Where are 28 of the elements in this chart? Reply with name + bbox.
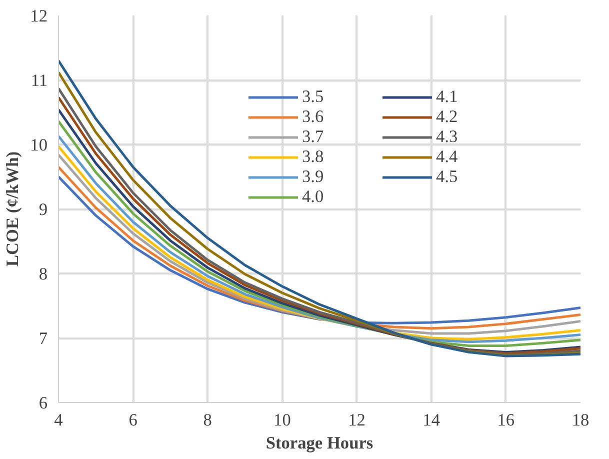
x-axis-title: Storage Hours: [266, 434, 374, 452]
y-tick-label: 12: [30, 6, 48, 26]
x-tick-label: 8: [203, 410, 212, 430]
x-tick-label: 12: [348, 410, 366, 430]
legend-label: 4.0: [302, 187, 325, 207]
legend-label: 3.8: [302, 147, 325, 167]
y-tick-label: 10: [30, 136, 48, 154]
legend-label: 3.9: [302, 167, 325, 187]
y-tick-label: 7: [38, 329, 48, 348]
y-tick-label: 11: [30, 71, 48, 90]
y-tick-label: 6: [38, 394, 48, 412]
y-tick-label: 8: [38, 264, 48, 284]
legend-label: 4.4: [436, 147, 459, 167]
x-tick-label: 18: [572, 410, 590, 430]
legend-label: 4.5: [436, 167, 459, 187]
legend-label: 3.5: [302, 87, 325, 107]
x-tick-label: 6: [128, 410, 138, 430]
x-tick-label: 10: [274, 410, 291, 430]
legend-label: 4.1: [436, 87, 459, 107]
y-axis-title: LCOE (¢/kWh): [3, 151, 22, 267]
y-tick-label: 9: [38, 200, 48, 219]
x-tick-label: 14: [422, 410, 440, 430]
legend-label: 4.3: [436, 127, 459, 147]
legend-label: 4.2: [436, 107, 459, 127]
legend-label: 3.6: [302, 107, 325, 127]
legend-label: 3.7: [302, 127, 325, 147]
x-tick-label: 16: [497, 410, 515, 430]
x-tick-label: 4: [54, 410, 64, 430]
